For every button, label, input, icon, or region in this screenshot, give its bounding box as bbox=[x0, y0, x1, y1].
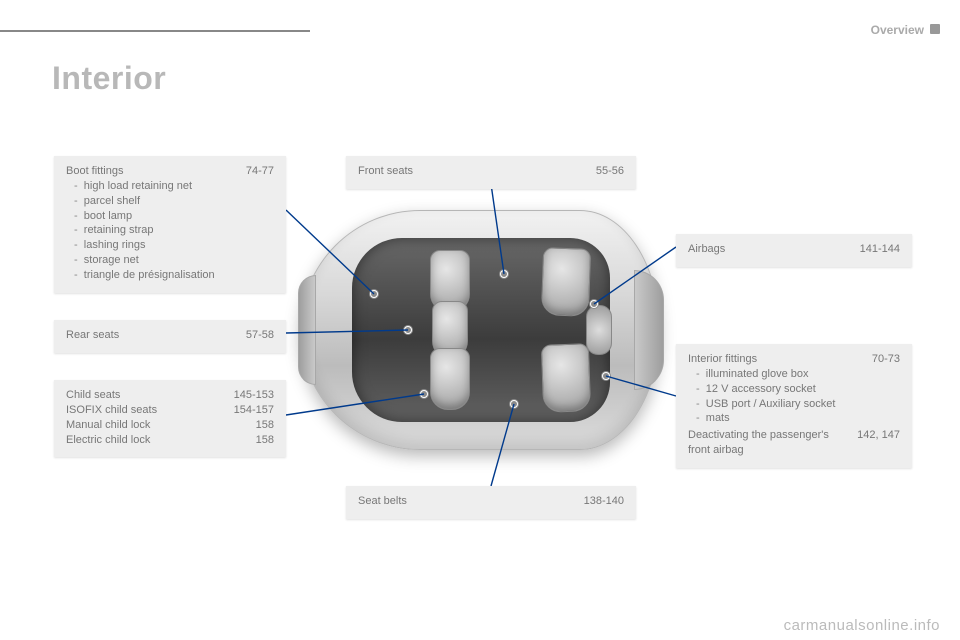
steering-wheel-shape bbox=[586, 305, 612, 355]
callout-pages: 70-73 bbox=[872, 352, 900, 367]
row-label: ISOFIX child seats bbox=[66, 403, 222, 418]
callout-pages: 138-140 bbox=[584, 494, 624, 509]
front-seat-left-shape bbox=[541, 247, 591, 317]
front-seat-right-shape bbox=[541, 343, 591, 413]
list-item: mats bbox=[692, 411, 900, 426]
watermark: carmanualsonline.info bbox=[784, 617, 940, 634]
callout-title: Boot fittings bbox=[66, 164, 234, 179]
row-pages: 154-157 bbox=[234, 403, 274, 418]
marker-child-seats bbox=[420, 390, 428, 398]
section-label: Overview bbox=[871, 23, 924, 37]
callout-airbags: Airbags 141-144 bbox=[676, 234, 912, 267]
row-pages: 158 bbox=[256, 418, 274, 433]
list-item: triangle de présignalisation bbox=[70, 268, 274, 283]
list-item: parcel shelf bbox=[70, 194, 274, 209]
callout-seat-belts: Seat belts 138-140 bbox=[346, 486, 636, 519]
car-front-shape bbox=[634, 270, 664, 390]
callout-front-seats: Front seats 55-56 bbox=[346, 156, 636, 189]
callout-list: high load retaining net parcel shelf boo… bbox=[66, 179, 274, 283]
list-item: storage net bbox=[70, 253, 274, 268]
callout-interior-fittings: Interior fittings 70-73 illuminated glov… bbox=[676, 344, 912, 468]
callout-title: Airbags bbox=[688, 242, 848, 257]
row-label: Electric child lock bbox=[66, 433, 244, 448]
list-item: USB port / Auxiliary socket bbox=[692, 397, 900, 412]
page-title: Interior bbox=[52, 60, 166, 97]
marker-interior-fittings bbox=[602, 372, 610, 380]
marker-boot bbox=[370, 290, 378, 298]
callout-pages: 74-77 bbox=[246, 164, 274, 179]
list-item: retaining strap bbox=[70, 223, 274, 238]
callout-title: Interior fittings bbox=[688, 352, 860, 367]
list-item: high load retaining net bbox=[70, 179, 274, 194]
callout-pages: 57-58 bbox=[246, 328, 274, 343]
callout-title: Seat belts bbox=[358, 494, 572, 509]
marker-airbags bbox=[590, 300, 598, 308]
marker-rear-seats bbox=[404, 326, 412, 334]
callout-boot-fittings: Boot fittings 74-77 high load retaining … bbox=[54, 156, 286, 293]
list-item: 12 V accessory socket bbox=[692, 382, 900, 397]
car-interior-diagram bbox=[300, 210, 660, 450]
marker-front-seats bbox=[500, 270, 508, 278]
callout-child-seats: Child seats 145-153 ISOFIX child seats 154… bbox=[54, 380, 286, 457]
rear-seat-right-shape bbox=[430, 348, 470, 410]
list-item: boot lamp bbox=[70, 209, 274, 224]
marker-seat-belts bbox=[510, 400, 518, 408]
row-pages: 158 bbox=[256, 433, 274, 448]
row-pages: 142, 147 bbox=[857, 428, 900, 458]
row-pages: 145-153 bbox=[234, 388, 274, 403]
list-item: lashing rings bbox=[70, 238, 274, 253]
top-rule bbox=[0, 30, 310, 32]
callout-pages: 55-56 bbox=[596, 164, 624, 179]
callout-rear-seats: Rear seats 57-58 bbox=[54, 320, 286, 353]
row-label: Child seats bbox=[66, 388, 222, 403]
callout-list: illuminated glove box 12 V accessory soc… bbox=[688, 367, 900, 426]
row-label: Manual child lock bbox=[66, 418, 244, 433]
section-tab-icon bbox=[930, 24, 940, 34]
list-item: illuminated glove box bbox=[692, 367, 900, 382]
callout-title: Front seats bbox=[358, 164, 584, 179]
callout-title: Rear seats bbox=[66, 328, 234, 343]
row-label: Deactivating the passenger's front airba… bbox=[688, 428, 845, 458]
car-rear-shape bbox=[298, 275, 316, 385]
callout-pages: 141-144 bbox=[860, 242, 900, 257]
